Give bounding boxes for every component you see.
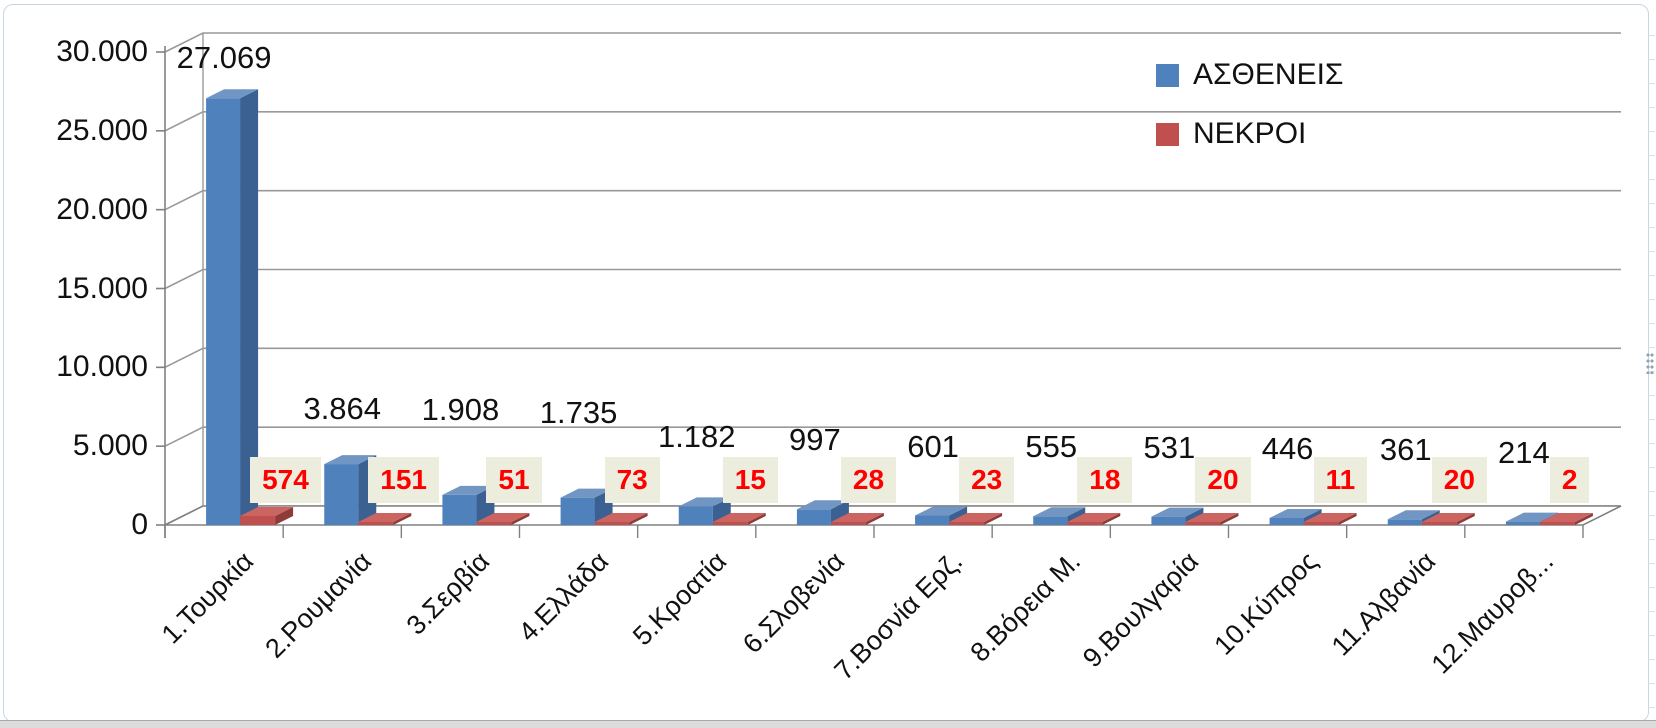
y-axis-tick-label: 10.000 — [56, 350, 148, 384]
chart-resize-handle-icon[interactable] — [1646, 352, 1654, 374]
chart-object-frame[interactable] — [3, 4, 1649, 722]
data-label-deaths: 51 — [486, 457, 542, 503]
bar-group-11[interactable] — [1505, 512, 1593, 525]
data-label-cases: 27.069 — [176, 40, 272, 76]
y-axis-tick-label: 0 — [131, 508, 148, 541]
bar-group-10[interactable] — [1387, 510, 1475, 525]
bar-group-5[interactable] — [796, 500, 884, 525]
data-label-deaths: 11 — [1313, 457, 1368, 503]
y-axis-tick-label: 20.000 — [56, 192, 148, 226]
data-label-cases: 555 — [1025, 429, 1078, 465]
legend-label-cases: ΑΣΘΕΝΕΙΣ — [1193, 58, 1344, 91]
bar-group-0[interactable] — [206, 89, 294, 525]
bar-group-4[interactable] — [678, 497, 766, 525]
bar-group-9[interactable] — [1269, 508, 1357, 525]
y-axis-tick-label: 5.000 — [72, 429, 148, 463]
data-label-cases: 361 — [1379, 432, 1432, 468]
data-label-cases: 214 — [1498, 434, 1550, 470]
legend-label-deaths: ΝΕΚΡΟΙ — [1193, 117, 1307, 150]
data-label-cases: 531 — [1143, 429, 1196, 465]
bar-group-8[interactable] — [1151, 507, 1239, 525]
data-label-deaths: 23 — [959, 457, 1015, 503]
chart-legend: ΑΣΘΕΝΕΙΣ ΝΕΚΡΟΙ — [1156, 52, 1343, 170]
spreadsheet-row-edge — [0, 720, 1656, 728]
legend-swatch-deaths-icon — [1156, 122, 1179, 146]
data-label-cases: 601 — [907, 428, 959, 464]
data-label-cases: 1.908 — [421, 391, 500, 427]
y-axis-tick-label: 25.000 — [56, 113, 148, 147]
data-label-cases: 1.182 — [657, 419, 736, 455]
data-label-deaths: 20 — [1195, 457, 1251, 503]
bar-group-2[interactable] — [442, 485, 530, 525]
legend-swatch-cases-icon — [1156, 63, 1179, 87]
data-label-deaths: 151 — [368, 457, 439, 503]
bar-group-7[interactable] — [1033, 507, 1121, 525]
data-label-deaths: 28 — [840, 457, 897, 503]
data-label-cases: 1.735 — [539, 394, 618, 430]
data-label-cases: 997 — [789, 422, 841, 458]
y-axis-tick-label: 30.000 — [56, 35, 148, 68]
legend-item-cases[interactable]: ΑΣΘΕΝΕΙΣ — [1156, 52, 1343, 98]
y-axis-tick-label: 15.000 — [56, 271, 148, 305]
data-label-cases: 446 — [1261, 430, 1314, 466]
data-label-deaths: 18 — [1077, 457, 1133, 503]
data-label-deaths: 73 — [604, 457, 660, 503]
data-label-deaths: 574 — [250, 457, 321, 503]
data-label-cases: 3.864 — [303, 391, 382, 427]
data-label-deaths: 15 — [722, 457, 778, 503]
data-label-deaths: 2 — [1549, 457, 1590, 503]
bar-group-6[interactable] — [915, 506, 1003, 525]
data-label-deaths: 20 — [1431, 457, 1487, 503]
legend-item-deaths[interactable]: ΝΕΚΡΟΙ — [1156, 111, 1343, 157]
